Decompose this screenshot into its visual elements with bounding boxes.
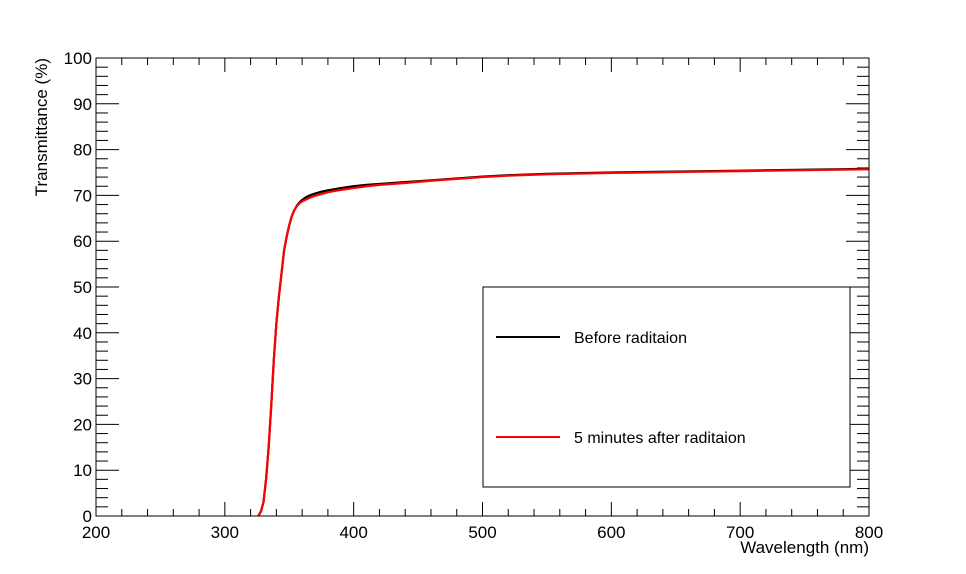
- x-tick-label: 700: [726, 523, 754, 542]
- legend-label-before: Before raditaion: [574, 330, 687, 347]
- legend-label-after: 5 minutes after raditaion: [574, 430, 746, 447]
- legend-box: [482, 286, 851, 488]
- plot-frame: [95, 57, 870, 517]
- after-raditaion-line: [257, 168, 870, 517]
- x-tick-label: 300: [211, 523, 239, 542]
- y-tick-label: 10: [73, 461, 92, 480]
- y-tick-label: 100: [64, 49, 92, 68]
- x-tick-label: 400: [339, 523, 367, 542]
- y-tick-label: 70: [73, 186, 92, 205]
- y-tick-label: 50: [73, 278, 92, 297]
- y-tick-label: 60: [73, 232, 92, 251]
- x-tick-label: 200: [82, 523, 110, 542]
- x-axis-title: Wavelength (nm): [740, 538, 869, 557]
- y-axis-title: Transmittance (%): [32, 58, 51, 196]
- y-tick-label: 20: [73, 415, 92, 434]
- x-tick-label: 600: [597, 523, 625, 542]
- x-tick-label: 800: [855, 523, 883, 542]
- y-tick-label: 30: [73, 370, 92, 389]
- y-tick-label: 90: [73, 95, 92, 114]
- axis-ticks: [95, 57, 870, 517]
- data-series: [257, 167, 870, 517]
- legend: Before raditaion 5 minutes after raditai…: [482, 286, 851, 488]
- tick-labels: 200 300 400 500 600 700 800 0 10 20 30 40 50 60 70 80 90…: [64, 49, 884, 542]
- y-tick-label: 80: [73, 141, 92, 160]
- y-tick-label: 0: [83, 507, 92, 526]
- y-tick-label: 40: [73, 324, 92, 343]
- x-tick-label: 500: [468, 523, 496, 542]
